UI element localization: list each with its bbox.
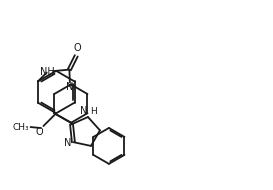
Text: O: O <box>73 43 81 53</box>
Text: N: N <box>66 82 73 93</box>
Text: O: O <box>35 127 43 137</box>
Text: N: N <box>64 138 71 148</box>
Text: H: H <box>90 107 97 116</box>
Text: CH₃: CH₃ <box>13 123 29 131</box>
Text: NH: NH <box>40 67 55 77</box>
Text: N: N <box>79 106 87 116</box>
